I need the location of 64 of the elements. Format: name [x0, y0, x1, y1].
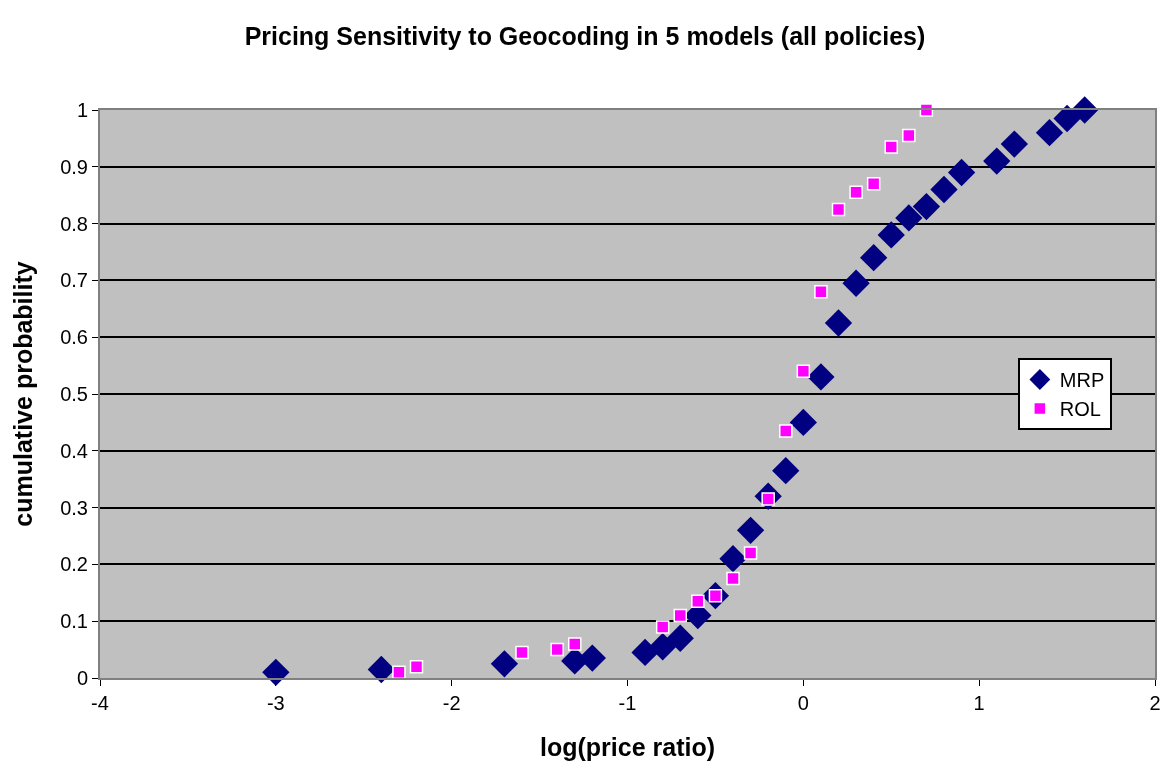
point: [392, 665, 406, 680]
x-tick-label: -1: [618, 692, 637, 714]
point: [824, 309, 853, 337]
x-tick-label: -4: [91, 692, 109, 714]
point: [1053, 104, 1081, 133]
point: [884, 140, 898, 154]
point: [726, 571, 740, 586]
point: [796, 364, 811, 379]
point: [515, 645, 529, 660]
point: [1000, 130, 1028, 158]
y-tick-label: 0.3: [60, 496, 88, 519]
point: [367, 655, 395, 684]
point: [849, 185, 863, 200]
x-tick-label: 2: [1149, 692, 1161, 714]
point: [983, 147, 1011, 175]
chart-title: Pricing Sensitivity to Geocoding in 5 models (all policies): [244, 21, 926, 50]
x-tick-label: 0: [797, 692, 809, 714]
point: [947, 158, 976, 187]
x-tick-label: -2: [442, 692, 461, 714]
point: [568, 637, 582, 651]
point: [912, 192, 941, 221]
y-tick-label: 0.9: [60, 155, 88, 178]
x-tick-label: -3: [266, 692, 285, 714]
point: [930, 175, 958, 204]
y-tick-label: 0.4: [60, 439, 88, 462]
point: [719, 545, 747, 573]
point: [743, 546, 758, 560]
x-axis-title: log(price ratio): [539, 732, 716, 761]
point: [860, 244, 888, 272]
point: [902, 128, 916, 143]
point: [691, 594, 705, 609]
point: [666, 624, 694, 652]
point: [490, 650, 519, 678]
point: [807, 363, 835, 391]
legend-label: MRP: [1059, 369, 1105, 392]
point: [631, 638, 659, 667]
y-tick-label: 0.8: [60, 212, 88, 235]
y-tick-label: 1: [76, 99, 88, 121]
y-tick-label: 0.2: [60, 553, 88, 576]
point: [772, 457, 800, 485]
point: [831, 202, 846, 217]
legend-label: ROL: [1059, 398, 1101, 421]
y-tick-label: 0.6: [60, 326, 88, 349]
y-tick-label: 0.5: [60, 383, 88, 405]
point: [655, 620, 670, 634]
y-axis-title: cumulative probability: [9, 261, 38, 527]
point: [814, 285, 828, 299]
point: [1035, 119, 1064, 147]
point: [895, 204, 923, 232]
x-tick-label: 1: [973, 692, 985, 714]
point: [736, 516, 765, 544]
point: [649, 633, 677, 661]
point: [866, 177, 881, 191]
y-tick-label: 0.7: [60, 269, 88, 292]
y-tick-label: 0: [76, 667, 88, 689]
y-tick-label: 0.1: [60, 610, 88, 633]
point: [842, 269, 870, 297]
point: [409, 659, 424, 674]
point: [262, 658, 290, 686]
point: [779, 424, 793, 438]
point: [550, 642, 564, 657]
point: [877, 221, 905, 249]
point: [789, 408, 817, 437]
point: [673, 608, 687, 623]
